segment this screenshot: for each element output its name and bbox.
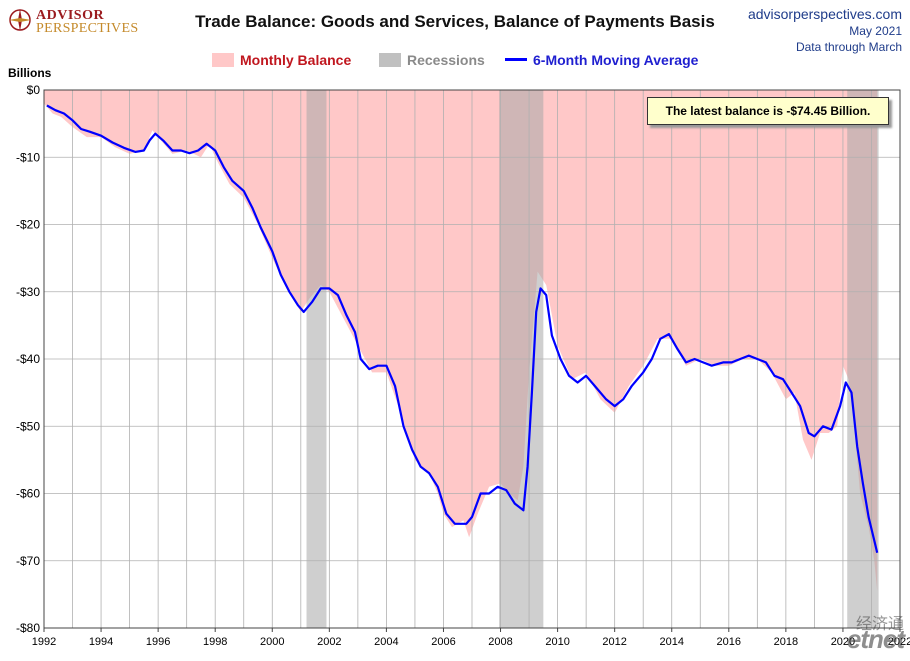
watermark-chinese-text: 经济通: [855, 614, 904, 633]
legend-label-recessions: Recessions: [407, 52, 485, 68]
legend-monthly-balance: Monthly Balance: [212, 50, 351, 70]
compass-rose-icon: [9, 9, 31, 31]
legend-recessions: Recessions: [379, 50, 485, 70]
data-through-note: Data through March: [795, 40, 902, 54]
x-tick-label: 1992: [32, 636, 56, 648]
monthly-balance-area: [44, 90, 878, 591]
legend-swatch-monthly: [212, 53, 234, 67]
x-tick-label: 1994: [89, 636, 113, 648]
chart-legend: Monthly Balance Recessions 6-Month Movin…: [0, 50, 910, 70]
x-tick-label: 2016: [717, 636, 741, 648]
legend-swatch-moving-average: [505, 58, 527, 61]
y-tick-label: -$70: [16, 554, 40, 568]
plot-border: [43, 89, 901, 629]
y-axis-label: Billions: [8, 66, 52, 80]
legend-moving-average: 6-Month Moving Average: [505, 50, 698, 70]
x-tick-label: 2014: [659, 636, 683, 648]
etnet-watermark: 经济通 etnet: [820, 610, 908, 658]
logo-text-bottom: PERSPECTIVES: [36, 21, 139, 36]
y-tick-label: $0: [27, 83, 41, 97]
latest-balance-callout: The latest balance is -$74.45 Billion.: [647, 97, 889, 125]
y-tick-label: -$30: [16, 285, 40, 299]
advisor-perspectives-logo: ADVISOR PERSPECTIVES: [8, 6, 148, 40]
legend-label-moving-average: 6-Month Moving Average: [533, 52, 699, 68]
publication-date: May 2021: [849, 24, 902, 38]
x-tick-label: 2002: [317, 636, 341, 648]
x-tick-label: 2012: [602, 636, 626, 648]
moving-average-line: [46, 104, 879, 553]
x-tick-label: 2020: [831, 636, 855, 648]
logo-text-top: ADVISOR: [36, 8, 105, 23]
x-tick-label: 2008: [488, 636, 512, 648]
legend-swatch-recessions: [379, 53, 401, 67]
x-tick-label: 1996: [146, 636, 170, 648]
x-tick-label: 2004: [374, 636, 398, 648]
y-tick-label: -$60: [16, 487, 40, 501]
y-tick-label: -$80: [16, 621, 40, 635]
site-name: advisorperspectives.com: [747, 6, 902, 22]
x-tick-label: 2000: [260, 636, 284, 648]
x-tick-label: 1998: [203, 636, 227, 648]
x-tick-label: 2018: [774, 636, 798, 648]
x-tick-label: 2022: [888, 636, 910, 648]
source-info: advisorperspectives.com May 2021 Data th…: [748, 6, 902, 54]
watermark-etnet-text: etnet: [846, 624, 905, 654]
y-tick-label: -$40: [16, 352, 40, 366]
x-tick-label: 2006: [431, 636, 455, 648]
legend-label-monthly: Monthly Balance: [240, 52, 352, 68]
chart-title: Trade Balance: Goods and Services, Balan…: [195, 12, 715, 31]
y-tick-label: -$20: [16, 218, 40, 232]
x-tick-label: 2010: [545, 636, 569, 648]
y-tick-label: -$10: [16, 150, 40, 164]
y-tick-label: -$50: [16, 419, 40, 433]
